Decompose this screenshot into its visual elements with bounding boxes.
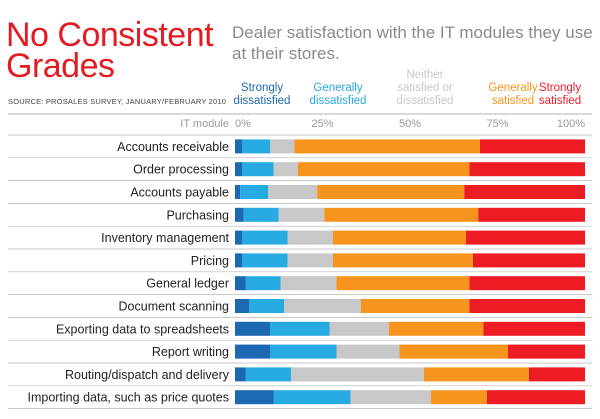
- bar-segment-row-6-series-5: [473, 253, 585, 268]
- source-note: SOURCE: PROSALES SURVEY, JANUARY/FEBRUAR…: [8, 97, 227, 106]
- category-label-3: Accounts payable: [130, 186, 229, 200]
- chart-title: No Consistent Grades: [6, 16, 214, 85]
- legend-label-1-line-2: dissatisfied: [234, 95, 291, 107]
- bar-segment-row-4-series-2: [243, 207, 279, 222]
- legend-label-5-line-2: satisfied: [539, 95, 581, 107]
- bar-segment-row-7-series-5: [469, 276, 585, 291]
- legend-label-4-line-2: satisfied: [492, 95, 534, 107]
- bar-segment-row-3-series-4: [317, 185, 465, 199]
- bar-segment-row-8-series-5: [469, 299, 585, 313]
- x-tick-label-50: 50%: [399, 118, 421, 130]
- bar-segment-row-4-series-4: [324, 207, 479, 222]
- category-label-7: General ledger: [146, 277, 229, 291]
- bar-segment-row-1-series-4: [294, 139, 480, 154]
- bar-segment-row-5-series-3: [287, 230, 333, 245]
- category-label-5: Inventory management: [101, 231, 229, 245]
- bar-segment-row-9-series-1: [235, 321, 270, 336]
- bar-segment-row-8-series-2: [249, 299, 284, 313]
- x-tick-label-0: 0%: [235, 118, 251, 130]
- bar-segment-row-3-series-2: [240, 185, 269, 199]
- x-tick-label-75: 75%: [486, 118, 508, 130]
- bar-segment-row-7-series-4: [336, 276, 470, 291]
- bar-segment-row-4-series-5: [478, 207, 585, 222]
- bar-segment-row-2-series-2: [242, 162, 274, 177]
- bar-segment-row-11-series-2: [245, 367, 291, 382]
- bar-segment-row-9-series-2: [270, 321, 330, 336]
- x-tick-label-100: 100%: [557, 118, 585, 130]
- bar-segment-row-11-series-3: [291, 367, 424, 382]
- bar-segment-row-2-series-5: [469, 162, 585, 177]
- category-label-1: Accounts receivable: [117, 140, 229, 154]
- bar-segment-row-12-series-1: [235, 390, 274, 405]
- bar-segment-row-12-series-4: [431, 390, 487, 405]
- bar-segment-row-5-series-4: [333, 230, 466, 245]
- bar-segment-row-9-series-5: [483, 321, 585, 336]
- bar-segment-row-10-series-4: [399, 344, 508, 359]
- bar-segment-row-9-series-3: [329, 321, 389, 336]
- legend-label-1-line-1: Strongly: [241, 82, 283, 94]
- title-line-2: Grades: [6, 47, 115, 85]
- bar-segment-row-4-series-3: [278, 207, 325, 222]
- legend-label-2-line-2: dissatisfied: [310, 95, 367, 107]
- bar-segment-row-4-series-1: [235, 207, 244, 222]
- category-label-4: Purchasing: [166, 208, 229, 222]
- bar-segment-row-1-series-2: [242, 139, 270, 154]
- bar-segment-row-1-series-3: [270, 139, 295, 154]
- x-tick-label-25: 25%: [311, 118, 333, 130]
- bar-segment-row-3-series-1: [235, 185, 241, 199]
- bar-segment-row-12-series-5: [487, 390, 585, 405]
- category-label-10: Report writing: [152, 345, 229, 359]
- bar-segment-row-7-series-3: [280, 276, 337, 291]
- category-label-9: Exporting data to spreadsheets: [56, 322, 229, 336]
- bar-segment-row-7-series-2: [245, 276, 281, 291]
- category-label-11: Routing/dispatch and delivery: [65, 368, 230, 382]
- legend-label-4-line-1: Generally: [488, 82, 537, 94]
- bar-segment-row-10-series-5: [508, 344, 585, 359]
- title-line-1: No Consistent: [6, 16, 214, 54]
- bar-segment-row-10-series-1: [235, 344, 270, 359]
- bar-segment-row-11-series-5: [529, 367, 585, 382]
- chart-subtitle: Dealer satisfaction with the IT modules …: [232, 23, 593, 63]
- bar-segment-row-5-series-2: [242, 230, 288, 245]
- bar-segment-row-8-series-1: [235, 299, 249, 313]
- bar-segment-row-8-series-4: [361, 299, 470, 313]
- bar-segment-row-2-series-4: [298, 162, 470, 177]
- bar-segment-row-8-series-3: [284, 299, 361, 313]
- bar-segment-row-7-series-1: [235, 276, 246, 291]
- category-label-12: Importing data, such as price quotes: [27, 391, 229, 405]
- category-label-2: Order processing: [133, 163, 229, 177]
- bar-segment-row-5-series-1: [235, 230, 242, 245]
- bar-segment-row-3-series-5: [464, 185, 585, 199]
- bar-segment-row-2-series-3: [273, 162, 298, 177]
- bar-segment-row-10-series-2: [270, 344, 337, 359]
- bar-segment-row-6-series-3: [287, 253, 333, 268]
- legend-label-5-line-1: Strongly: [539, 82, 581, 94]
- bar-segment-row-10-series-3: [336, 344, 400, 359]
- bar-segment-row-9-series-4: [389, 321, 484, 336]
- bar-segment-row-6-series-1: [235, 253, 242, 268]
- bar-segment-row-11-series-4: [424, 367, 529, 382]
- bar-segment-row-11-series-1: [235, 367, 246, 382]
- legend-label-3-line-3: dissatisfied: [397, 95, 454, 107]
- bar-segment-row-1-series-5: [480, 139, 585, 154]
- bar-segment-row-12-series-2: [273, 390, 351, 405]
- bar-segment-row-5-series-5: [466, 230, 585, 245]
- bar-segment-row-1-series-1: [235, 139, 242, 154]
- bar-segment-row-6-series-4: [333, 253, 473, 268]
- bar-segment-row-12-series-3: [350, 390, 431, 405]
- category-axis-label: IT module: [180, 118, 229, 130]
- category-label-8: Document scanning: [119, 300, 230, 314]
- bar-segment-row-3-series-3: [268, 185, 318, 199]
- category-label-6: Pricing: [191, 254, 229, 268]
- bar-segment-row-6-series-2: [242, 253, 288, 268]
- bar-segment-row-2-series-1: [235, 162, 242, 177]
- legend-label-3-line-1: Neither: [406, 69, 443, 81]
- legend-label-3-line-2: satisfied or: [397, 82, 453, 94]
- legend-label-2-line-1: Generally: [313, 82, 362, 94]
